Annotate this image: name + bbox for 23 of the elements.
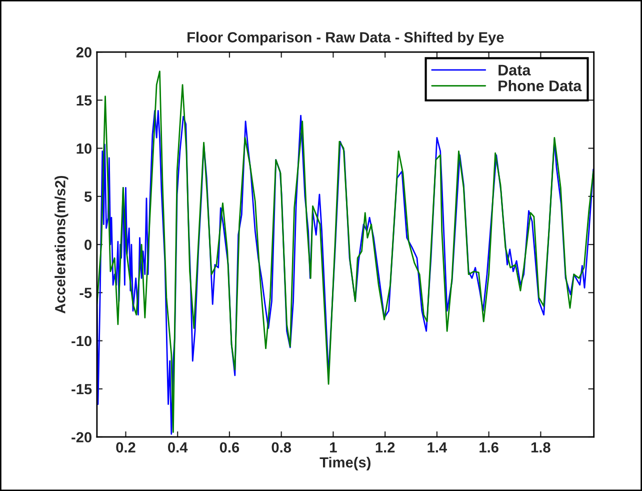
x-tick-label: 1 [330, 442, 337, 452]
x-tick-label: 0.8 [272, 442, 292, 453]
x-tick-label: 0.6 [220, 442, 240, 453]
y-tick-label: 20 [76, 47, 92, 58]
y-tick-label: -10 [72, 336, 92, 346]
x-tick-label: 1.6 [480, 442, 498, 453]
chart-title: Floor Comparison - Raw Data - Shifted by Eye [188, 32, 504, 46]
y-tick-label: 5 [84, 192, 92, 202]
y-tick-label: -15 [72, 384, 92, 394]
x-tick-label: 0.4 [168, 442, 188, 453]
x-tick-label: 1.2 [376, 442, 395, 452]
y-axis-title: Accelerations(m/s2) [54, 176, 68, 314]
y-tick-label: 15 [76, 95, 92, 106]
legend-label: Data [498, 64, 531, 76]
y-tick-label: 10 [76, 143, 92, 154]
x-tick-label: 1.8 [531, 442, 550, 453]
x-axis-title: Time(s) [320, 456, 370, 470]
x-tick-label: 1.4 [428, 442, 448, 452]
y-tick-label: 0 [84, 240, 92, 250]
y-tick-label: -5 [80, 288, 92, 298]
legend-label: Phone Data [498, 80, 582, 92]
y-tick-label: -20 [72, 432, 92, 442]
x-tick-label: 0.2 [116, 442, 136, 453]
